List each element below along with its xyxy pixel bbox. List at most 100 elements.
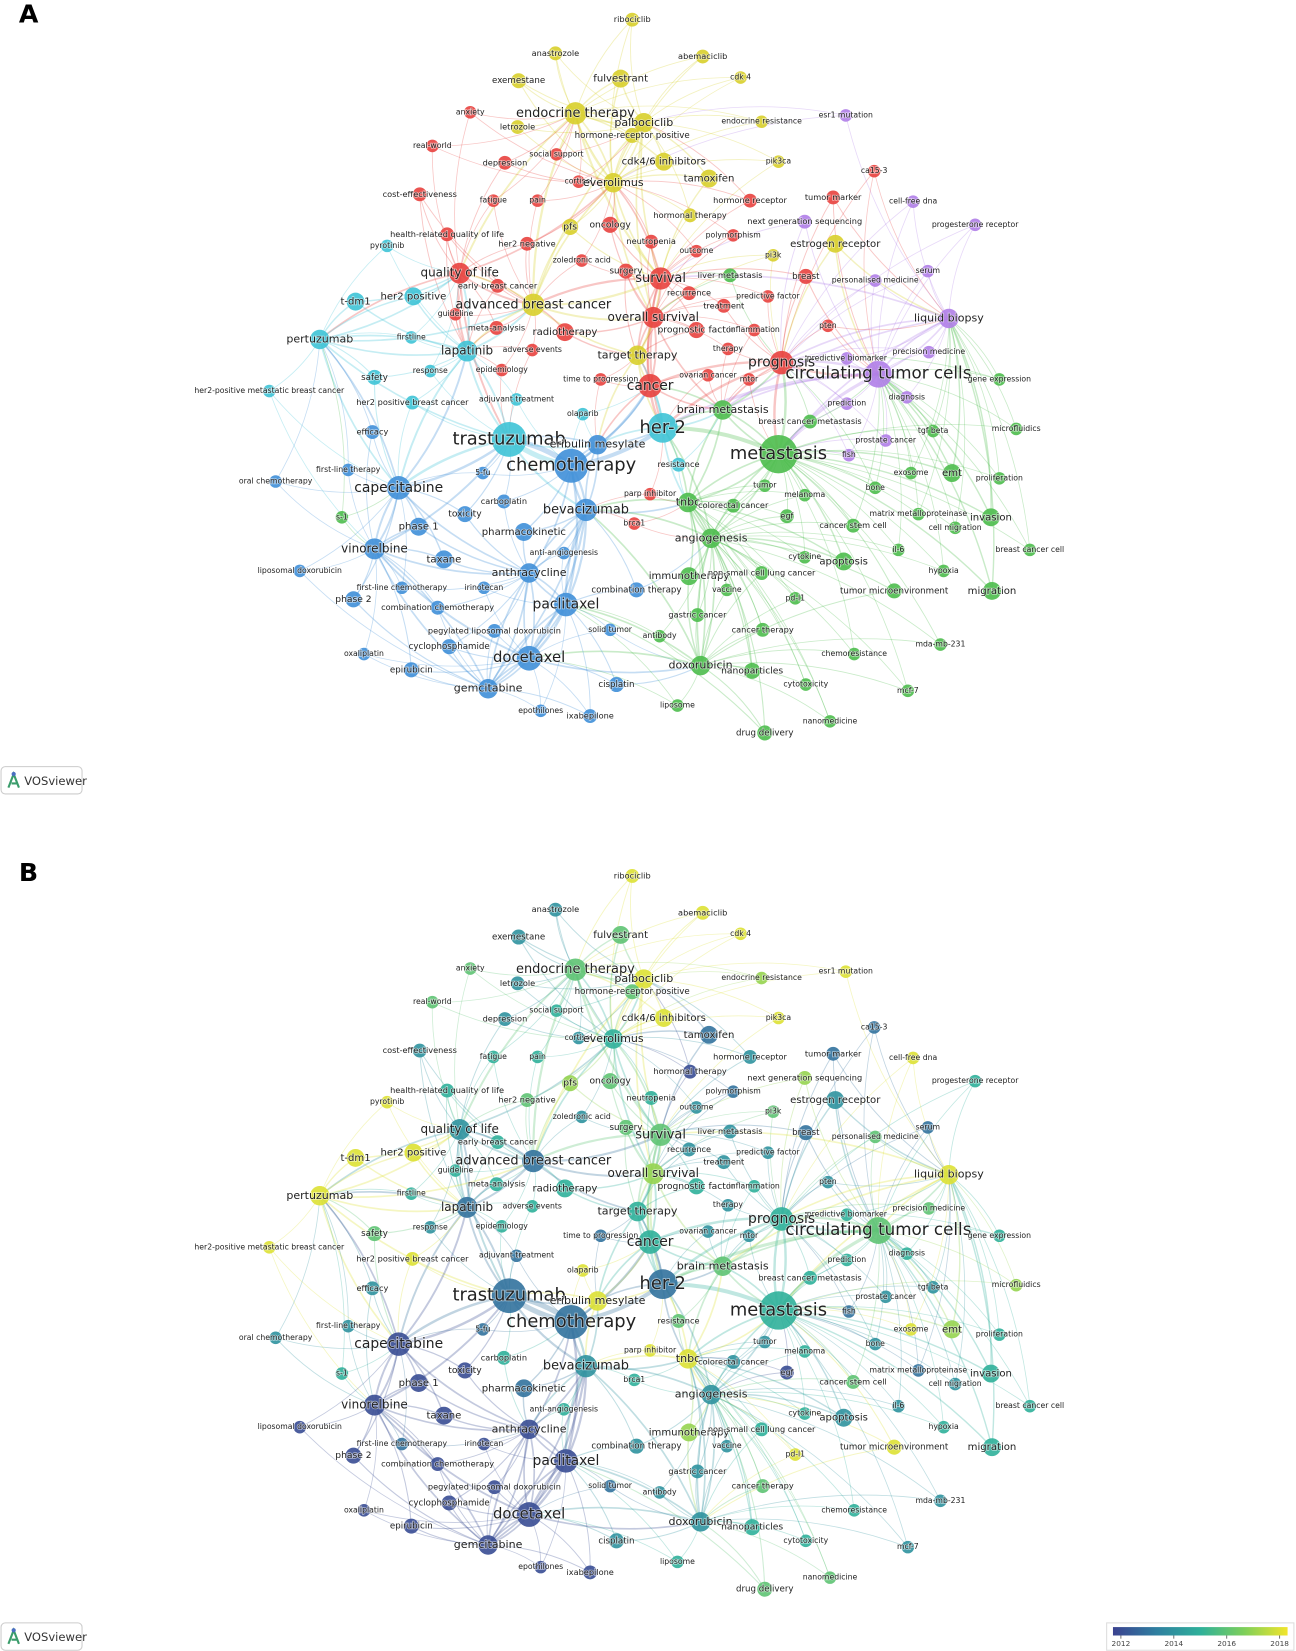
node — [449, 1119, 471, 1140]
node — [587, 1291, 608, 1311]
node — [726, 1085, 740, 1098]
node-label: ixabepilone — [566, 711, 613, 721]
node-label: first-line therapy — [316, 1321, 381, 1330]
edge — [374, 1295, 510, 1406]
node — [583, 709, 598, 724]
edge — [687, 502, 753, 671]
node — [554, 592, 578, 617]
node-label: cytotoxicity — [783, 1536, 828, 1545]
node — [572, 1031, 585, 1045]
node-label: prognosis — [748, 1211, 815, 1227]
edge — [778, 453, 941, 645]
node-label: pik3ca — [766, 1013, 792, 1022]
node-label: proliferation — [976, 1330, 1023, 1339]
node-label: real-world — [413, 141, 452, 150]
node-label: gemcitabine — [454, 682, 523, 695]
edge — [700, 572, 762, 666]
node-label: colorectal cancer — [698, 1356, 769, 1366]
node-label: fulvestrant — [593, 74, 648, 85]
node — [574, 498, 598, 522]
edge — [268, 390, 399, 489]
node-label: mda-mb-231 — [916, 640, 966, 649]
node-label: predictive biomarker — [807, 353, 888, 362]
edge — [834, 1099, 879, 1231]
node — [555, 323, 574, 342]
node — [487, 623, 502, 638]
edge — [711, 1394, 941, 1502]
node — [490, 278, 505, 293]
edge — [533, 1133, 662, 1163]
node-label: fatigue — [480, 196, 507, 205]
edge — [878, 374, 902, 550]
node-label: cost-effectiveness — [383, 189, 457, 199]
node-label: tnbc — [676, 1352, 700, 1365]
edge — [643, 56, 703, 124]
node-label: il-6 — [892, 1401, 904, 1410]
node — [803, 1270, 817, 1285]
edge — [630, 875, 645, 980]
edge — [660, 1017, 779, 1135]
edge — [778, 1310, 1031, 1407]
node — [690, 1464, 705, 1479]
node — [463, 962, 477, 975]
edge — [912, 1057, 950, 1175]
edge — [613, 121, 762, 184]
node — [638, 374, 662, 398]
nodes-a: ribociclib abemaciclib anastrozole cdk 4 ful… — [194, 12, 1065, 741]
node-label: melanoma — [784, 1346, 825, 1355]
edge — [643, 122, 779, 163]
node-label: oral chemotherapy — [239, 477, 313, 486]
node-label: carboplatin — [481, 1352, 527, 1362]
edge — [643, 114, 762, 124]
node — [642, 1163, 664, 1185]
edge — [487, 1365, 587, 1546]
edge — [609, 629, 701, 666]
node-label: mtor — [740, 1231, 759, 1240]
node-label: estrogen receptor — [790, 239, 881, 250]
edge — [687, 1358, 845, 1419]
edge — [488, 688, 591, 717]
edge — [846, 318, 950, 359]
node — [742, 1229, 756, 1243]
node-label: ribociclib — [614, 870, 651, 880]
node — [520, 236, 534, 251]
edge — [778, 1310, 956, 1385]
node-label: abemaciclib — [678, 51, 727, 61]
node — [671, 457, 686, 472]
node — [886, 1439, 902, 1455]
edge — [781, 1057, 914, 1220]
edge — [711, 537, 805, 558]
node — [993, 472, 1006, 485]
node — [514, 523, 533, 541]
node-label: hormone receptor — [713, 195, 787, 205]
edge — [710, 537, 855, 655]
edge — [659, 538, 712, 637]
node — [769, 1207, 794, 1231]
node-label: zoledronic acid — [553, 1112, 611, 1121]
edge — [612, 182, 662, 279]
node — [511, 73, 527, 89]
edge — [661, 361, 782, 429]
node-label: 5-fu — [475, 468, 490, 477]
edge — [612, 1038, 662, 1136]
edge — [363, 653, 489, 690]
node-label: migration — [968, 586, 1017, 597]
legend-box — [1106, 1622, 1295, 1651]
edge — [780, 243, 836, 363]
node — [511, 929, 527, 945]
node — [478, 678, 498, 699]
node — [403, 662, 419, 678]
node-label: prostate cancer — [855, 1292, 916, 1301]
edge — [585, 509, 712, 540]
node-label: adverse events — [503, 345, 562, 354]
edge — [910, 318, 950, 474]
node — [879, 434, 893, 447]
edge — [532, 112, 577, 305]
node-label: esr1 mutation — [819, 110, 873, 119]
edge — [643, 978, 751, 1058]
node-label: breast cancer metastasis — [758, 1272, 861, 1282]
node-label: progesterone receptor — [932, 1076, 1019, 1085]
edge — [948, 1174, 992, 1374]
node — [842, 1305, 856, 1318]
edge — [437, 572, 530, 609]
